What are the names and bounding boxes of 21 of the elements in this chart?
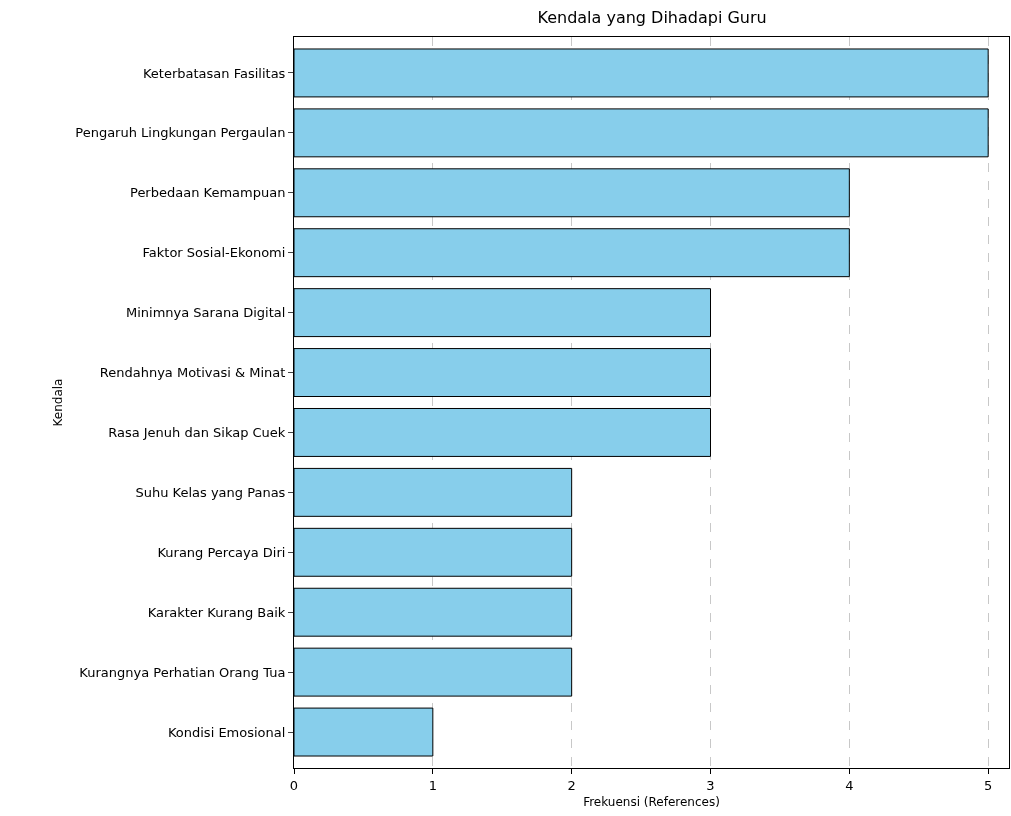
y-tick-label: Pengaruh Lingkungan Pergaulan (75, 125, 286, 141)
y-axis-title: Kendala (50, 378, 65, 427)
y-tick-label: Rasa Jenuh dan Sikap Cuek (108, 425, 286, 441)
y-tick-label: Kurangnya Perhatian Orang Tua (79, 664, 286, 680)
y-tick-label: Faktor Sosial-Ekonomi (142, 245, 286, 261)
y-tick-label: Rendahnya Motivasi & Minat (99, 365, 286, 381)
x-tick-label: 2 (567, 777, 576, 793)
x-axis-title: Frekuensi (References) (583, 795, 720, 810)
x-tick-label: 5 (984, 777, 993, 793)
y-tick-label: Karakter Kurang Baik (147, 604, 286, 620)
chart-title: Kendala yang Dihadapi Guru (537, 8, 767, 28)
x-tick-label: 3 (706, 777, 715, 793)
y-tick-label: Suhu Kelas yang Panas (135, 484, 286, 500)
y-tick-label: Perbedaan Kemampuan (130, 185, 286, 201)
x-tick-label: 4 (845, 777, 854, 793)
y-tick-label: Minimnya Sarana Digital (125, 305, 286, 321)
x-tick-label: 1 (428, 777, 437, 793)
x-tick-label: 0 (289, 777, 299, 793)
y-tick-label: Kurang Percaya Diri (157, 544, 286, 560)
y-tick-label: Keterbatasan Fasilitas (142, 65, 286, 81)
y-tick-label: Kondisi Emosional (167, 724, 286, 740)
